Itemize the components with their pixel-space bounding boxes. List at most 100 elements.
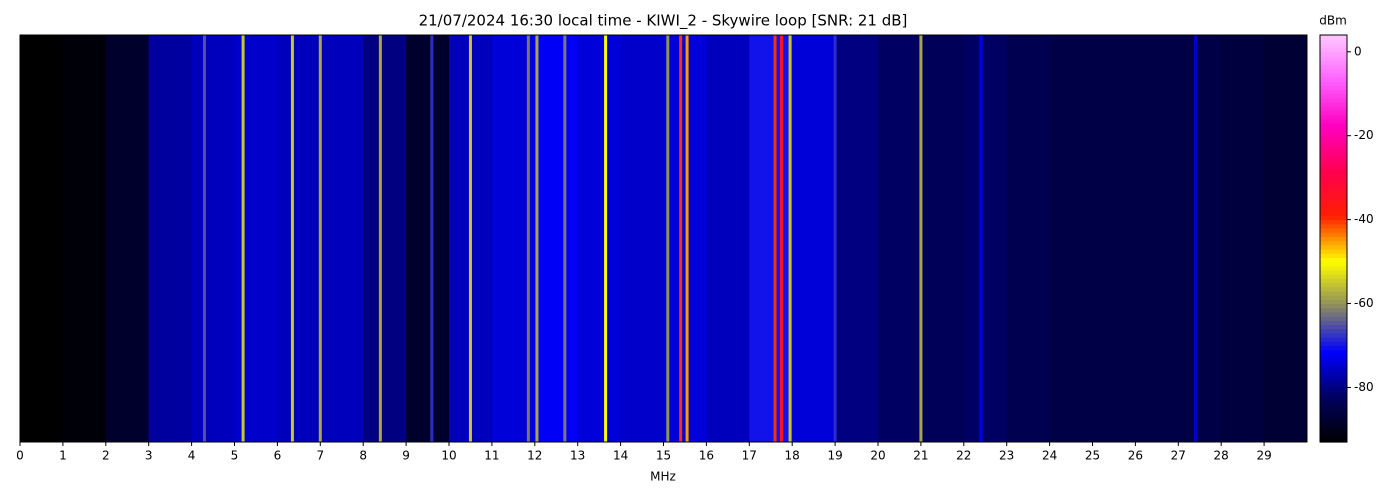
signal-line xyxy=(526,35,530,442)
signal-line xyxy=(685,35,689,442)
x-tick-label: 14 xyxy=(613,449,628,463)
colorbar-slice xyxy=(1320,374,1347,380)
x-tick-label: 4 xyxy=(188,449,196,463)
signal-line xyxy=(468,35,472,442)
x-tick-label: 23 xyxy=(999,449,1014,463)
signal-line xyxy=(1193,35,1197,442)
colorbar-slice xyxy=(1320,244,1347,250)
colorbar xyxy=(1320,35,1347,443)
colorbar-slice xyxy=(1320,345,1347,351)
colorbar-slice xyxy=(1320,198,1347,204)
x-tick-label: 26 xyxy=(1128,449,1143,463)
signal-line xyxy=(430,35,434,442)
x-tick-label: 12 xyxy=(527,449,542,463)
colorbar-slice xyxy=(1320,118,1347,124)
colorbar-slice xyxy=(1320,412,1347,418)
colorbar-slice xyxy=(1320,55,1347,61)
x-tick-label: 11 xyxy=(484,449,499,463)
colorbar-slice xyxy=(1320,85,1347,91)
colorbar-slice xyxy=(1320,362,1347,368)
colorbar-slice xyxy=(1320,311,1347,317)
noise-band xyxy=(620,35,664,442)
colorbar-slice xyxy=(1320,400,1347,405)
colorbar-slice xyxy=(1320,110,1347,116)
x-tick-label: 1 xyxy=(59,449,67,463)
colorbar-slice xyxy=(1320,341,1347,347)
signal-line xyxy=(833,35,837,442)
colorbar-slice xyxy=(1320,379,1347,384)
signal-line xyxy=(202,35,206,442)
signal-line xyxy=(919,35,923,442)
noise-band xyxy=(663,35,707,442)
x-tick-label: 22 xyxy=(956,449,971,463)
colorbar-slice xyxy=(1320,152,1347,158)
colorbar-slice xyxy=(1320,278,1347,284)
x-tick-label: 28 xyxy=(1214,449,1229,463)
colorbar-slice xyxy=(1320,274,1347,279)
colorbar-slice xyxy=(1320,228,1347,233)
noise-band xyxy=(191,35,235,442)
colorbar-slice xyxy=(1320,257,1347,263)
noise-band xyxy=(920,35,965,442)
noise-band xyxy=(835,35,879,442)
x-tick-label: 9 xyxy=(402,449,410,463)
x-tick-label: 8 xyxy=(359,449,367,463)
colorbar-slice xyxy=(1320,64,1347,70)
x-tick-label: 27 xyxy=(1171,449,1186,463)
x-tick-label: 29 xyxy=(1256,449,1271,463)
colorbar-slice xyxy=(1320,286,1347,292)
colorbar-slice xyxy=(1320,408,1347,414)
colorbar-tick-label: -60 xyxy=(1354,296,1374,310)
colorbar-slice xyxy=(1320,47,1347,53)
x-tick-label: 15 xyxy=(656,449,671,463)
colorbar-slice xyxy=(1320,51,1347,57)
noise-band xyxy=(706,35,750,442)
colorbar-slice xyxy=(1320,135,1347,141)
colorbar-slice xyxy=(1320,169,1347,175)
signal-line xyxy=(779,35,783,442)
colorbar-slice xyxy=(1320,353,1347,359)
colorbar-slice xyxy=(1320,240,1347,246)
colorbar-slice xyxy=(1320,265,1347,271)
colorbar-slice xyxy=(1320,102,1347,107)
colorbar-slice xyxy=(1320,215,1347,221)
signal-line xyxy=(604,35,608,442)
colorbar-slice xyxy=(1320,144,1347,149)
colorbar-slice xyxy=(1320,320,1347,326)
colorbar-slice xyxy=(1320,190,1347,196)
colorbar-slice xyxy=(1320,123,1347,128)
colorbar-slice xyxy=(1320,139,1347,145)
colorbar-slice xyxy=(1320,186,1347,191)
signal-line xyxy=(679,35,683,442)
noise-band xyxy=(1178,35,1222,442)
colorbar-slice xyxy=(1320,81,1347,86)
colorbar-slice xyxy=(1320,232,1347,238)
colorbar-slice xyxy=(1320,156,1347,162)
colorbar-slice xyxy=(1320,358,1347,363)
colorbar-slice xyxy=(1320,303,1347,309)
colorbar-slice xyxy=(1320,60,1347,65)
noise-band xyxy=(277,35,321,442)
colorbar-slice xyxy=(1320,387,1347,393)
x-tick-label: 3 xyxy=(145,449,153,463)
x-tick-label: 21 xyxy=(913,449,928,463)
colorbar-slice xyxy=(1320,253,1347,258)
x-tick-label: 0 xyxy=(16,449,24,463)
colorbar-slice xyxy=(1320,290,1347,296)
colorbar-slice xyxy=(1320,211,1347,217)
colorbar-slice xyxy=(1320,173,1347,179)
noise-band xyxy=(1092,35,1136,442)
noise-band xyxy=(62,35,107,442)
noise-band xyxy=(320,35,364,442)
colorbar-slice xyxy=(1320,282,1347,288)
colorbar-slice xyxy=(1320,324,1347,330)
colorbar-slice xyxy=(1320,236,1347,242)
noise-band xyxy=(234,35,278,442)
colorbar-slice xyxy=(1320,127,1347,133)
colorbar-slice xyxy=(1320,421,1347,426)
colorbar-slice xyxy=(1320,35,1347,40)
colorbar-slice xyxy=(1320,194,1347,200)
colorbar-tick-label: -80 xyxy=(1354,380,1374,394)
colorbar-slice xyxy=(1320,89,1347,95)
noise-band xyxy=(1264,35,1307,442)
